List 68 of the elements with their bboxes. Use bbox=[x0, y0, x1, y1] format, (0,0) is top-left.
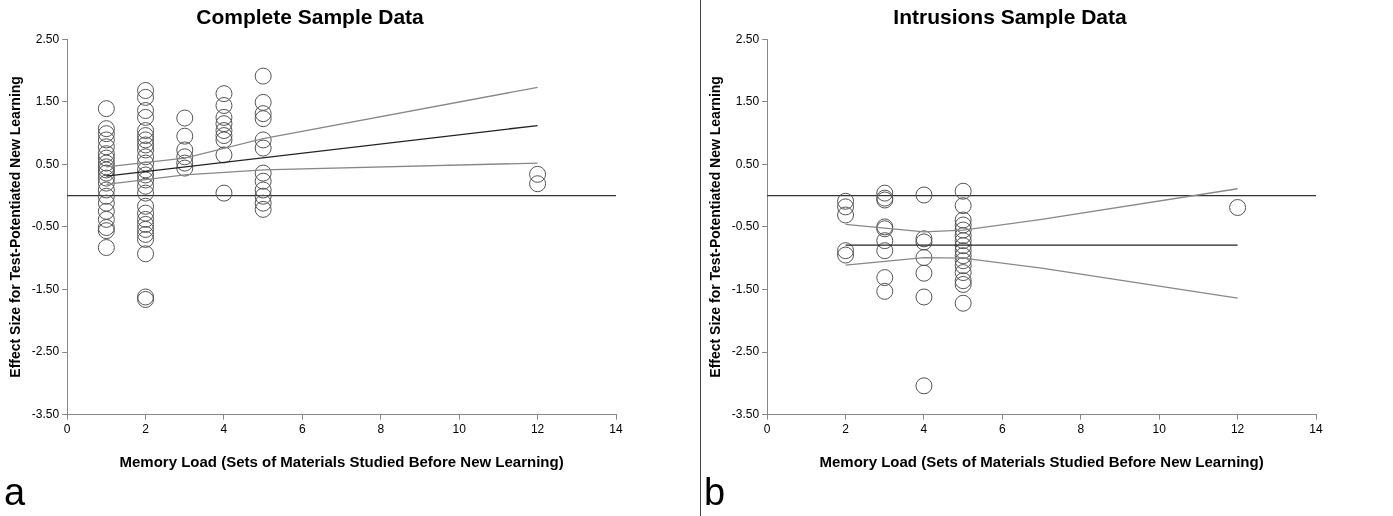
point bbox=[837, 246, 855, 264]
x-tick-label: 6 bbox=[299, 422, 307, 437]
x-tick-label: 10 bbox=[1152, 422, 1167, 437]
text: b bbox=[704, 471, 726, 514]
x-tick-label: 0 bbox=[63, 422, 71, 437]
x-tick-label: 0 bbox=[763, 422, 771, 437]
y-tick-label: 0.50 bbox=[735, 156, 760, 171]
point bbox=[954, 264, 972, 282]
point bbox=[954, 232, 972, 250]
y-tick-label: -2.50 bbox=[731, 344, 760, 359]
point bbox=[954, 227, 972, 245]
x-tick-label: 14 bbox=[609, 422, 623, 437]
y-tick-label: -3.50 bbox=[31, 406, 60, 421]
point bbox=[915, 288, 933, 306]
y-tick-label: -1.50 bbox=[731, 281, 760, 296]
x-tick-label: 8 bbox=[377, 422, 385, 437]
point bbox=[876, 282, 894, 300]
point bbox=[954, 211, 972, 229]
point bbox=[954, 197, 972, 215]
point bbox=[954, 257, 972, 275]
y-axis-title: Effect Size for Test-Potentiated New Learning bbox=[707, 76, 724, 378]
point bbox=[837, 206, 855, 224]
x-tick-label: 2 bbox=[142, 422, 150, 437]
point bbox=[915, 186, 933, 204]
point bbox=[954, 221, 972, 239]
point bbox=[837, 192, 855, 210]
x-axis-title: Memory Load (Sets of Materials Studied Before New Learning) bbox=[819, 453, 1264, 471]
y-tick-label: -0.50 bbox=[31, 219, 60, 234]
point bbox=[915, 377, 933, 395]
point bbox=[954, 294, 972, 312]
point bbox=[915, 249, 933, 267]
point bbox=[954, 252, 972, 270]
chart-title: Complete Sample Data bbox=[196, 5, 425, 29]
x-tick-label: 6 bbox=[999, 422, 1007, 437]
point bbox=[876, 232, 894, 250]
x-tick-label: 4 bbox=[220, 422, 228, 437]
y-tick-label: 2.50 bbox=[735, 31, 760, 46]
point bbox=[954, 242, 972, 260]
point bbox=[915, 264, 933, 282]
point bbox=[954, 182, 972, 200]
y-tick-label: -0.50 bbox=[731, 219, 760, 234]
text: a bbox=[4, 471, 26, 514]
y-tick-label: 1.50 bbox=[735, 94, 760, 109]
x-tick-label: 10 bbox=[452, 422, 467, 437]
x-tick-label: 8 bbox=[1077, 422, 1085, 437]
point bbox=[876, 269, 894, 287]
point bbox=[954, 247, 972, 265]
y-tick-label: -1.50 bbox=[31, 281, 60, 296]
y-axis-title: Effect Size for Test-Potentiated New Learning bbox=[7, 76, 24, 378]
x-axis-title: Memory Load (Sets of Materials Studied Before New Learning) bbox=[119, 453, 564, 471]
point bbox=[837, 242, 855, 260]
point bbox=[837, 198, 855, 216]
point bbox=[954, 216, 972, 234]
chart-title: Intrusions Sample Data bbox=[893, 5, 1128, 29]
point bbox=[1229, 199, 1247, 216]
point bbox=[954, 237, 972, 255]
point bbox=[876, 242, 894, 260]
x-tick-label: 14 bbox=[1309, 422, 1323, 437]
y-tick-label: -3.50 bbox=[731, 406, 760, 421]
point bbox=[876, 184, 894, 202]
x-tick-label: 12 bbox=[530, 422, 545, 437]
x-tick-label: 12 bbox=[1230, 422, 1245, 437]
y-tick-label: 1.50 bbox=[35, 94, 60, 109]
y-tick-label: 0.50 bbox=[35, 156, 60, 171]
y-tick-label: -2.50 bbox=[31, 344, 60, 359]
y-tick-label: 2.50 bbox=[35, 31, 60, 46]
x-tick-label: 4 bbox=[920, 422, 928, 437]
x-tick-label: 2 bbox=[842, 422, 850, 437]
